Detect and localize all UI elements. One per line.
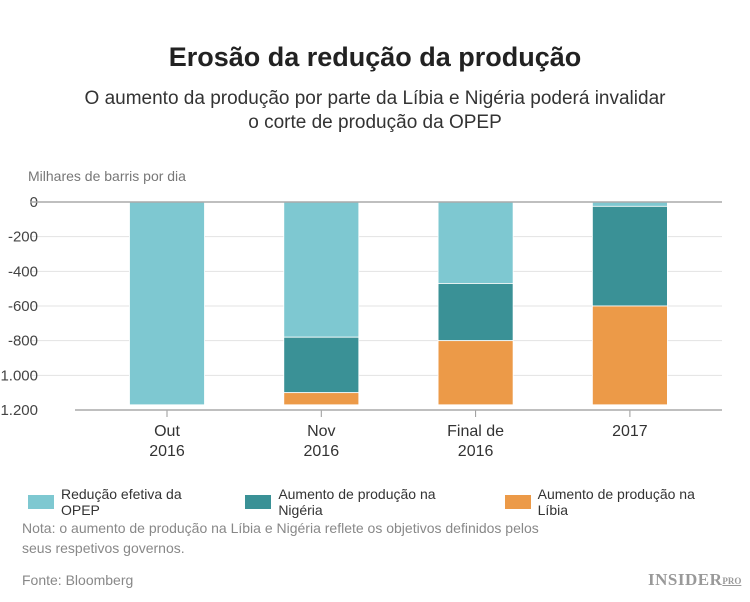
- bar-segment: [283, 392, 360, 406]
- legend-swatch: [504, 495, 531, 509]
- y-tick-label: -200: [8, 229, 38, 246]
- bar-segment: [129, 201, 205, 406]
- source: Fonte: Bloomberg: [22, 572, 134, 588]
- footnote-line: Nota: o aumento de produção na Líbia e N…: [22, 520, 539, 536]
- chart-subtitle: O aumento da produção por parte da Líbia…: [0, 87, 750, 135]
- legend: Redução efetiva da OPEP Aumento de produ…: [28, 486, 750, 518]
- logo-main: INSIDER: [648, 570, 723, 589]
- y-tick-label: -400: [8, 263, 38, 280]
- bar-segment: [437, 283, 514, 342]
- plot-area: 0-200-400-600-800-1.000-1.200Out2016Nov2…: [0, 194, 722, 460]
- bar-segment: [283, 201, 360, 338]
- bar-segment: [592, 305, 668, 406]
- logo-sub: PRO: [722, 576, 742, 586]
- legend-swatch: [245, 495, 272, 509]
- subtitle-line: O aumento da produção por parte da Líbia…: [84, 88, 666, 109]
- y-tick-label: -600: [8, 298, 38, 315]
- chart-title: Erosão da redução da produção: [168, 42, 582, 72]
- x-tick-label: Final de: [447, 423, 504, 440]
- legend-item: Aumento de produção na Líbia: [504, 486, 729, 518]
- x-tick-label: 2017: [612, 423, 648, 440]
- x-tick-label: 2016: [304, 443, 340, 460]
- legend-label: Aumento de produção na Líbia: [537, 486, 695, 518]
- bar-segment: [437, 201, 514, 284]
- y-axis-label: Milhares de barris por dia: [28, 168, 186, 184]
- x-tick-label: 2016: [149, 443, 185, 460]
- legend-swatch: [28, 495, 54, 509]
- legend-label: Redução efetiva da OPEP: [60, 486, 182, 518]
- x-tick-label: Nov: [307, 423, 335, 440]
- legend-item: Aumento de produção na Nigéria: [245, 486, 483, 518]
- y-tick-label: -1.200: [0, 402, 38, 419]
- insider-pro-logo: INSIDERPRO: [648, 570, 741, 590]
- legend-item: Redução efetiva da OPEP: [28, 486, 224, 518]
- y-tick-label: -800: [8, 333, 38, 350]
- y-tick-label: -1.000: [0, 367, 38, 384]
- subtitle-line: o corte de produção da OPEP: [248, 112, 502, 133]
- bar-segment: [437, 340, 514, 406]
- bar-segment: [283, 336, 360, 394]
- bar-segment: [592, 205, 668, 307]
- x-tick-label: 2016: [458, 443, 494, 460]
- legend-label: Aumento de produção na Nigéria: [278, 486, 436, 518]
- footnote: Nota: o aumento de produção na Líbia e N…: [22, 518, 622, 558]
- footnote-line: seus respetivos governos.: [22, 540, 185, 556]
- x-tick-label: Out: [154, 423, 180, 440]
